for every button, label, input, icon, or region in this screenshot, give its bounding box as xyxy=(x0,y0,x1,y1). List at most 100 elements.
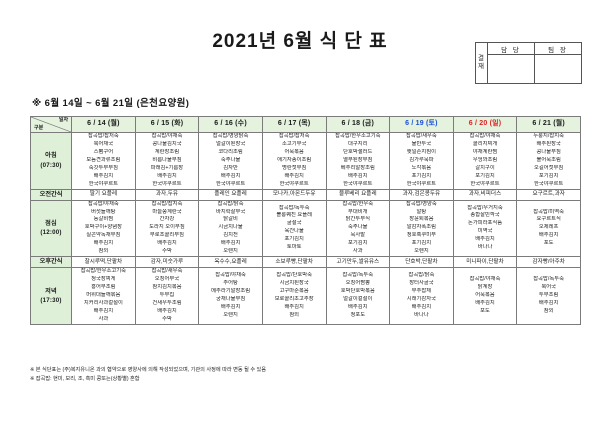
row-category-4: 저녁 (17:30) xyxy=(29,267,73,325)
table-row: 아침 (07:30) 잡곡밥/잡저죽 북어채국 스팸구어 모듬견과류조림 숙갓두부부침 배추김… xyxy=(29,132,581,190)
menu-item: 오징어무국 xyxy=(154,276,180,283)
menu-item: 육간나물 xyxy=(284,228,304,235)
menu-item: 야채계란찜 xyxy=(472,148,498,155)
menu-item: 잡곡밥/녹두죽 xyxy=(278,204,310,211)
menu-item: 잡곡밥/야채죽 xyxy=(88,200,119,207)
menu-item: 감자빵/아주차 xyxy=(532,258,565,265)
menu-item: 갈치구이 xyxy=(475,164,495,171)
menu-cell-r0-c3: 잡곡밥/잡저죽 소고기무국 어묵볶음 애기자송이조림 명란젓무침 배추김치 한국야쿠르트 xyxy=(261,132,327,190)
menu-item: 한국야쿠르트 xyxy=(88,180,118,187)
corner-label-date: 일자 xyxy=(58,117,69,124)
menu-item: 참치김치볶음 xyxy=(152,284,182,290)
date-range-subtitle: ※ 6월 14일 ~ 6월 21일 (은천요양원) xyxy=(32,98,190,109)
menu-cell-r3-c1: 감자,미숫가루 xyxy=(134,256,200,269)
menu-item: 정호혹쿠미부 xyxy=(406,232,437,239)
menu-item: 배추된장국 xyxy=(536,140,561,147)
menu-item: 미역국 xyxy=(477,228,493,235)
menu-item: 잡곡밥/우거지죽 xyxy=(467,204,503,211)
menu-cell-r2-c2: 잡곡밥/닭죽 바지락살무국 닭갈비 시금치나물 김치전 배추김치 오렌지 xyxy=(198,199,263,258)
menu-item: 마늘쑹계란국 xyxy=(152,208,182,215)
approval-sign-0[interactable] xyxy=(487,54,535,84)
menu-item: 잡곡밥/잡저죽 xyxy=(278,133,310,139)
menu-item: 배추김치 xyxy=(93,240,114,247)
menu-item: 잡곡밥/미역죽 xyxy=(533,208,565,215)
approval-sign-1[interactable] xyxy=(534,54,582,84)
menu-cell-r4-c3: 잡곡밥/단호박죽 시금치된장국 고구마순볶음 보로콜리초고추장 배추김치 참외 xyxy=(261,267,327,325)
menu-item: 숙주나물 xyxy=(348,224,368,231)
menu-item: 배추김치 xyxy=(220,172,241,179)
menu-item: 북어채국 xyxy=(93,140,114,147)
menu-item: 옥수수,요플레 xyxy=(214,258,247,265)
menu-item: 오렌지 xyxy=(223,311,238,318)
menu-item: 청포도 xyxy=(350,311,366,318)
menu-item: 김치전 xyxy=(223,232,238,239)
menu-item: 알감자폭조림 xyxy=(406,224,437,231)
menu-item: 닭갈비 xyxy=(223,216,238,223)
menu-item: 참외 xyxy=(543,307,554,314)
menu-item: 배추김치 xyxy=(348,172,368,179)
row-category-name: 점심 xyxy=(45,220,57,228)
menu-item: 한국야쿠르트 xyxy=(343,180,373,187)
menu-item: 배추김치 xyxy=(157,172,177,179)
menu-item: 배추김치 xyxy=(348,303,368,310)
menu-item: 잡곡밥/닭죽 xyxy=(408,272,435,279)
menu-cell-r4-c6: 잡곡밥/야채죽 닭계장 어묵볶음 배추김치 포도 xyxy=(452,267,518,325)
menu-item: 포기김치 xyxy=(538,172,559,179)
menu-item: 포기김치 xyxy=(411,172,432,179)
menu-cell-r0-c4: 잡곡밥/한우소고기죽 대구지리 단호박샐러드 열무된장무침 베추리알장조림 배추김치 한국야… xyxy=(325,132,391,190)
menu-item: 바지락살무국 xyxy=(215,208,246,215)
menu-item: 배추김치 xyxy=(538,299,559,306)
menu-item: 과자,두유 xyxy=(155,191,179,198)
menu-item: 어묵볶음 xyxy=(475,291,495,298)
footnote-0: ※ 본 식단표는 (주)복지유니온 과의 협약으로 영양사에 의해 작성되었으며… xyxy=(30,367,267,373)
menu-item: 요구르트,과자 xyxy=(532,191,565,198)
menu-cell-r1-c2: 플레인 요플레 xyxy=(198,188,263,201)
menu-item: 배추김치 xyxy=(284,303,304,310)
day-header-7: 6 / 21 (월) xyxy=(516,116,581,133)
menu-item: 애기자송이조림 xyxy=(277,156,312,163)
menu-item: 포기김치 xyxy=(348,240,368,247)
menu-item: 궁채나물무침 xyxy=(215,295,246,302)
day-header-3: 6 / 17 (목) xyxy=(261,116,327,133)
menu-cell-r1-c6: 과자,비피더스 xyxy=(452,188,518,201)
menu-item: 바나나 xyxy=(477,244,493,251)
menu-cell-r1-c4: 블루베리 요플레 xyxy=(325,188,391,201)
menu-cell-r3-c5: 단호박,단팥차 xyxy=(389,256,454,269)
menu-item: 뽈롱퀘진 요플레 xyxy=(276,212,312,219)
menu-item: 머위대들깨볶음 xyxy=(86,291,121,298)
menu-item: 포도 xyxy=(543,240,554,247)
menu-item: 치커리사과겉절이 xyxy=(83,299,123,306)
menu-item: 콩나물김치국 xyxy=(152,140,182,147)
corner-cell: 일자 구분 xyxy=(29,116,73,133)
menu-item: 오제레프 xyxy=(538,224,559,231)
menu-item: 단호박,단팥차 xyxy=(405,258,438,265)
row-category-time: (17:30) xyxy=(40,296,62,304)
menu-item: 추어탕 xyxy=(223,280,238,287)
menu-item: 김자반 xyxy=(223,164,238,171)
menu-item: 소고기무국 xyxy=(282,140,307,147)
menu-item: 한국야쿠르트 xyxy=(470,180,500,187)
day-header-4: 6 / 18 (금) xyxy=(325,116,391,133)
menu-item: 모듬견과류조림 xyxy=(86,156,121,163)
page-title: 2021년 6월 식 단 표 xyxy=(212,31,388,52)
menu-item: 등갈비찜 xyxy=(93,216,114,223)
menu-item: 부대비개 xyxy=(348,208,368,215)
menu-item: 얼갈이겉절이 xyxy=(343,295,373,302)
menu-item: 시금치된장국 xyxy=(279,280,309,287)
menu-item: 배추김치 xyxy=(411,303,432,310)
menu-item: 배추김치 xyxy=(475,299,495,306)
menu-item: 딸기 요플레 xyxy=(89,191,118,198)
row-category-name: 저녁 xyxy=(45,287,57,295)
menu-cell-r0-c1: 잡곡밥/야채죽 콩나물김치국 계란장조림 비름나물무침 파래김+기름장 배추김치 한국야쿠르… xyxy=(134,132,200,190)
table-row: 오후간식 찰시루떡,단팥차 감자,미숫가루 옥수수,요플레 소보루빵,단팥차 고기만두,쌀… xyxy=(29,256,581,269)
menu-item: 돈가피라포식뚬 xyxy=(467,220,503,227)
menu-item: 열무된장무침 xyxy=(343,156,373,163)
row-category-time: (07:30) xyxy=(40,161,62,169)
menu-item: 한국야쿠르트 xyxy=(534,180,564,187)
menu-item: 도라지 오이무침 xyxy=(149,224,185,231)
menu-item: 오징어짬뽕 xyxy=(345,280,370,287)
menu-item: 시금치나물 xyxy=(218,224,243,231)
menu-item: 잡곡밥/잡지죽 xyxy=(151,200,183,207)
menu-item: 미니파이,단팥차 xyxy=(466,258,504,265)
menu-item: 잡곡밥/영양닭죽 xyxy=(212,133,249,139)
